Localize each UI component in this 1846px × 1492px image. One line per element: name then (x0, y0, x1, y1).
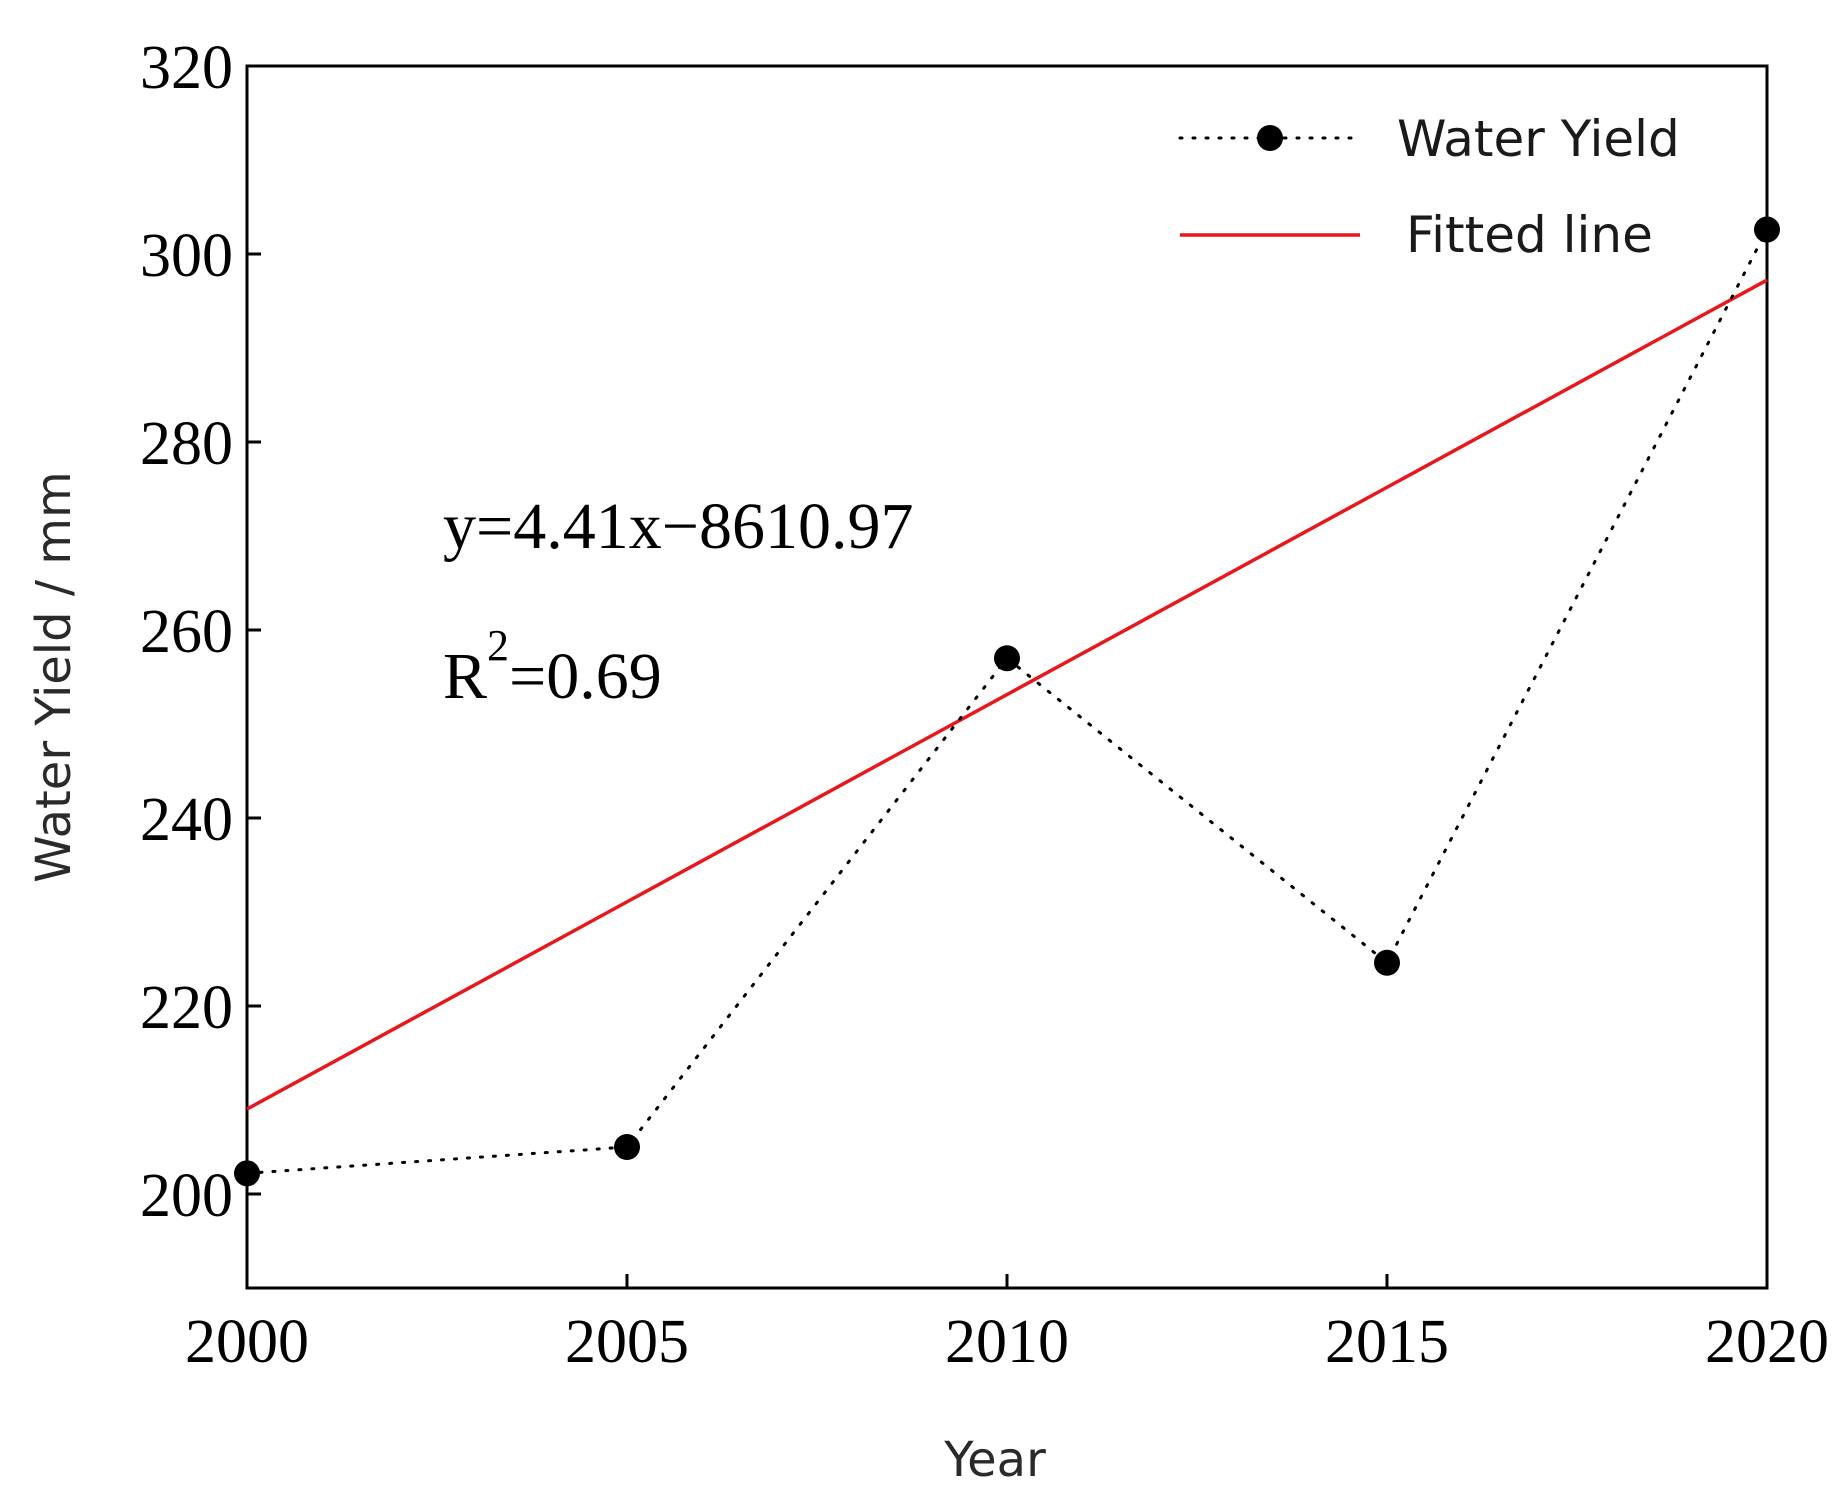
r-squared: R2=0.69 (443, 621, 662, 713)
legend-water-yield-label: Water Yield (1397, 110, 1680, 168)
y-axis-title: Water Yield / mm (26, 471, 82, 883)
y-tick-label-320: 320 (140, 34, 233, 102)
y-tick-label-300: 300 (140, 222, 233, 290)
x-tick-label-2000: 2000 (185, 1308, 309, 1376)
r-squared-exponent: 2 (487, 621, 509, 670)
water-yield-point-2000 (234, 1160, 260, 1187)
fitted-line (246, 278, 1768, 1111)
y-tick-label-240: 240 (140, 786, 233, 854)
y-axis-ticks: 200 220 240 260 280 300 320 (140, 34, 261, 1230)
r-squared-value: =0.69 (509, 640, 662, 713)
x-tick-label-2010: 2010 (945, 1308, 1069, 1376)
legend-water-yield-marker (1257, 125, 1283, 151)
legend: Water Yield Fitted line (1178, 110, 1680, 264)
y-tick-label-280: 280 (140, 410, 233, 478)
y-tick-label-220: 220 (140, 974, 233, 1042)
x-axis-ticks: 2000 2005 2010 2015 2020 (185, 1274, 1829, 1376)
y-tick-label-260: 260 (140, 598, 233, 666)
r-squared-prefix: R (443, 640, 487, 713)
water-yield-point-2020 (1754, 216, 1780, 243)
regression-equation: y=4.41x−8610.97 (443, 490, 913, 563)
water-yield-point-2015 (1374, 949, 1400, 976)
water-yield-point-2010 (994, 645, 1020, 672)
x-tick-label-2020: 2020 (1705, 1308, 1829, 1376)
x-tick-label-2005: 2005 (565, 1308, 689, 1376)
legend-fitted-line-label: Fitted line (1406, 206, 1653, 264)
x-tick-label-2015: 2015 (1325, 1308, 1449, 1376)
water-yield-point-2005 (614, 1134, 640, 1160)
y-tick-label-200: 200 (140, 1162, 233, 1230)
water-yield-points (234, 216, 1780, 1187)
x-axis-title: Year (943, 1432, 1046, 1488)
